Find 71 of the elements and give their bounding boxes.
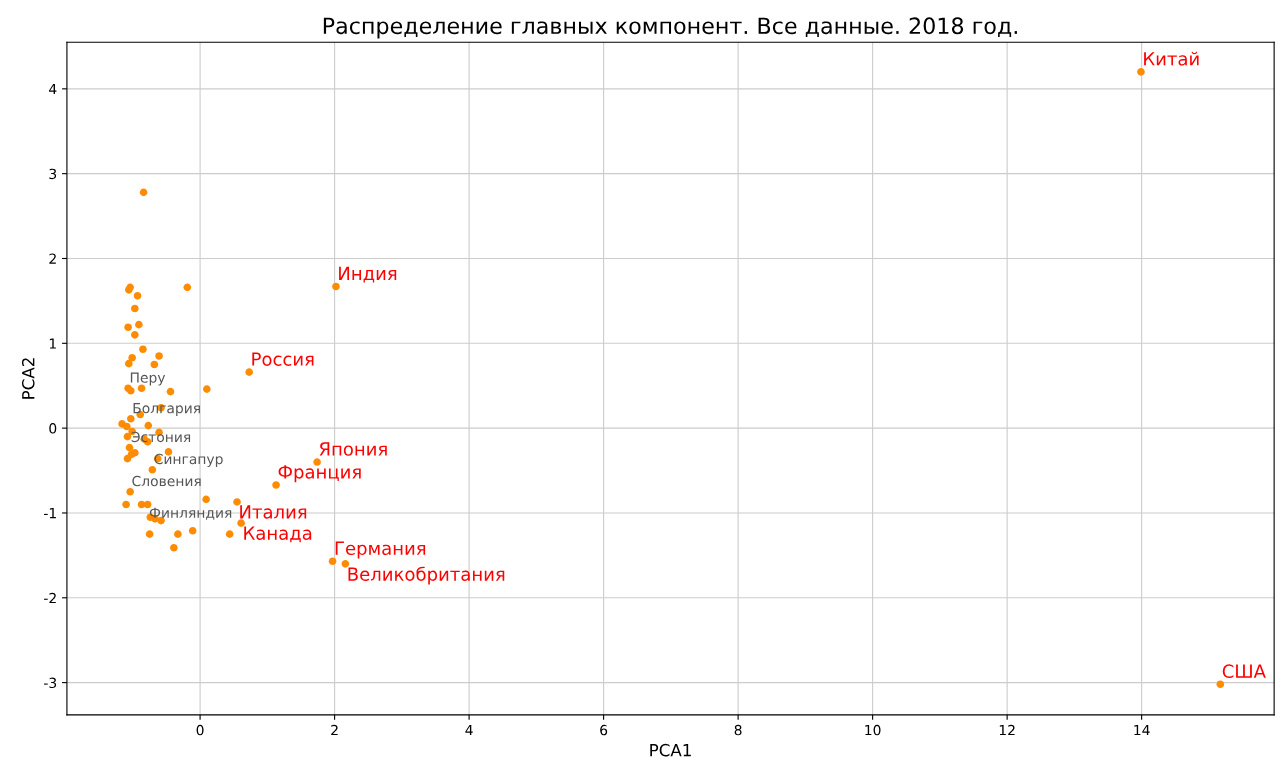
point <box>245 368 253 376</box>
point <box>144 421 153 430</box>
x-tick-label: 2 <box>331 724 338 736</box>
point <box>122 422 131 431</box>
data-label: Германия <box>335 541 426 559</box>
point <box>272 481 280 489</box>
point <box>143 500 152 509</box>
y-tick-label: -3 <box>44 677 57 689</box>
point <box>131 331 139 339</box>
point <box>237 519 245 527</box>
point <box>123 454 132 463</box>
point <box>225 530 234 538</box>
point <box>148 465 157 474</box>
point <box>126 487 134 496</box>
y-tick-label: 1 <box>49 338 56 349</box>
point <box>341 560 350 568</box>
data-label: США <box>1222 664 1266 679</box>
y-tick-label: 3 <box>49 168 57 180</box>
point <box>127 415 135 423</box>
point <box>203 385 211 393</box>
y-tick-label: -2 <box>44 592 56 604</box>
data-label: Словения <box>132 475 201 487</box>
point <box>122 500 130 509</box>
data-label: Италия <box>240 505 307 519</box>
point <box>133 292 142 300</box>
x-tick-label: 10 <box>865 724 881 736</box>
x-tick-label: 8 <box>734 724 742 736</box>
data-label: Великобритания <box>348 566 505 585</box>
point <box>155 352 163 360</box>
point <box>124 359 133 368</box>
point <box>174 530 182 538</box>
point <box>139 188 148 197</box>
data-label: Финляндия <box>149 507 232 520</box>
point <box>166 387 175 396</box>
y-tick-label: 2 <box>49 253 56 264</box>
x-tick-label: 12 <box>999 724 1015 736</box>
point <box>150 360 159 369</box>
y-axis-title: PCA2 <box>21 358 35 399</box>
data-label: Япония <box>319 442 387 456</box>
data-label: Россия <box>252 352 314 366</box>
x-tick-label: 0 <box>196 724 204 736</box>
point <box>124 323 132 331</box>
data-label: Индия <box>339 266 397 283</box>
point <box>128 353 136 362</box>
data-label: Перу <box>130 372 166 386</box>
chart-title: Распределение главных компонент. Все данные. 2018 год. <box>323 17 1017 39</box>
data-label: Канада <box>244 526 312 543</box>
point <box>332 282 340 291</box>
point <box>125 443 134 452</box>
point <box>233 498 241 506</box>
y-tick-label: -1 <box>44 508 56 519</box>
data-label: Китай <box>1144 51 1199 66</box>
point <box>1137 68 1145 76</box>
point <box>170 543 178 552</box>
point <box>1216 680 1225 689</box>
point <box>145 530 154 538</box>
y-tick-label: 4 <box>49 83 57 95</box>
x-tick-label: 4 <box>465 724 473 736</box>
y-tick-label: 0 <box>49 423 57 434</box>
x-axis-title: PCA1 <box>650 743 691 757</box>
point <box>183 283 192 292</box>
data-label: Франция <box>278 465 361 483</box>
data-label: Сингапур <box>154 453 223 467</box>
point <box>135 320 143 329</box>
point <box>131 304 139 313</box>
point <box>139 345 147 354</box>
point <box>202 495 210 504</box>
point <box>188 526 197 535</box>
x-tick-label: 14 <box>1134 724 1150 736</box>
x-tick-label: 6 <box>600 724 608 736</box>
point <box>328 557 337 566</box>
